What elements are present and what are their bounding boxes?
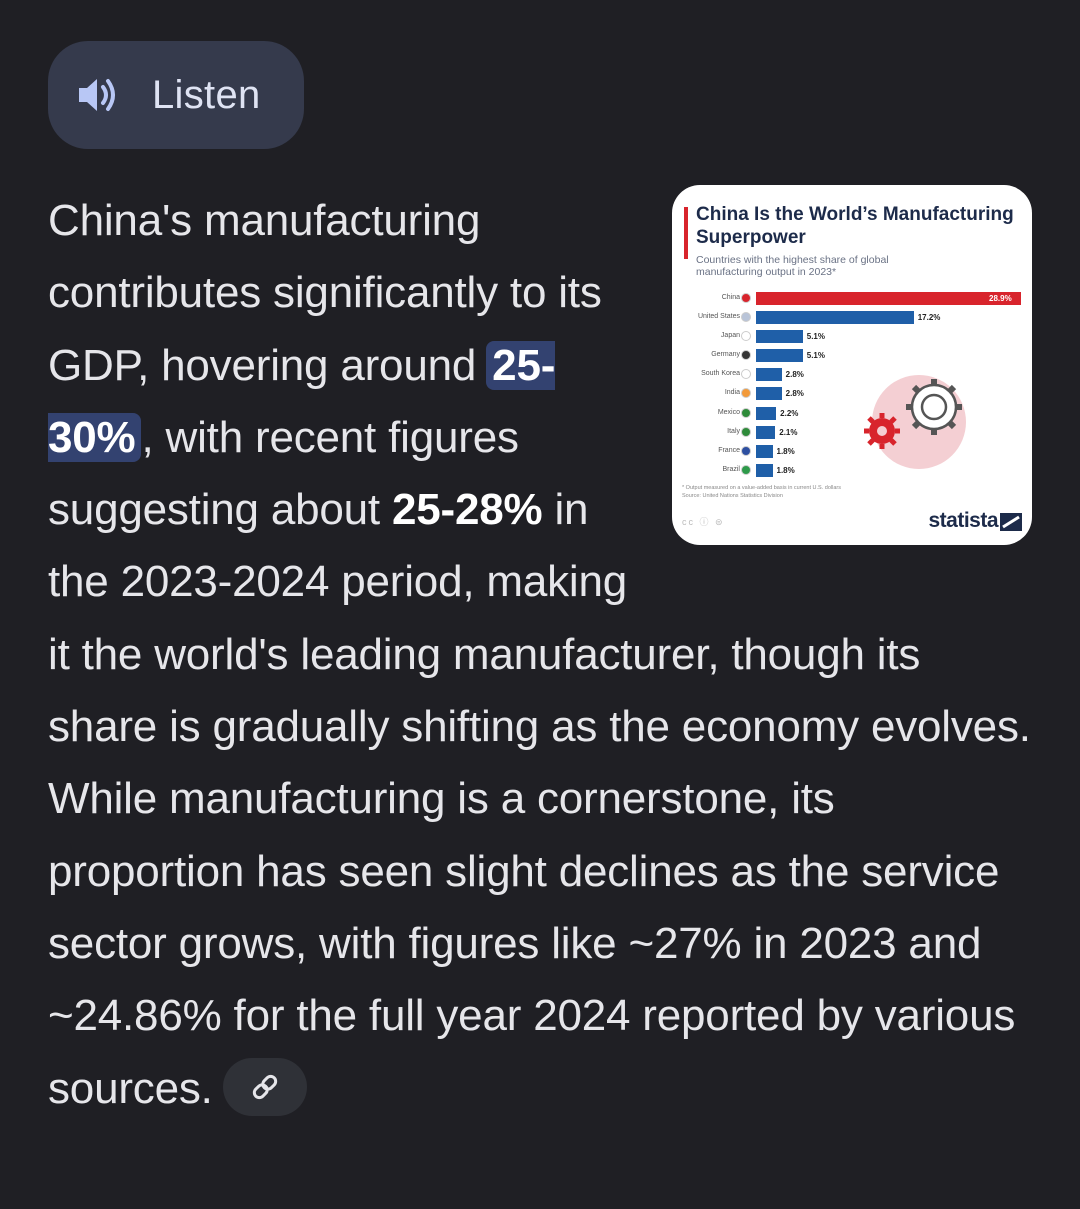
flag-icon [741,464,751,475]
bar [756,330,803,344]
source-text: Source: United Nations Statistics Divisi… [682,493,783,499]
statista-logo: statista [928,509,998,532]
chart-row: Italy 2.1% [672,425,1032,444]
data-label: 5.1% [806,332,825,342]
category-label: Italy [727,427,740,435]
data-label: 1.8% [776,465,795,475]
data-label: 28.9% [989,294,1012,303]
flag-icon [741,445,751,456]
chart-row: Germany 5.1% [672,348,1032,367]
data-label: 2.8% [785,389,804,399]
flag-icon [741,331,751,342]
flag-icon [741,369,751,380]
bar-chart: China 28.9% United States 17.2% Japan 5.1% Ger… [672,291,1032,482]
flag-icon [741,350,751,361]
category-label: United States [697,313,740,321]
thumbnail-title: China Is the World’s Manufacturing Super… [696,204,1014,248]
data-label: 2.8% [785,370,804,380]
category-label: Mexico [717,408,740,416]
flag-icon [741,293,751,303]
listen-label: Listen [152,72,261,117]
answer-text-part2: , with recent figures suggesting about [48,412,519,535]
chart-row: United States 17.2% [672,310,1032,329]
answer-text: China's manufacturing contributes signif… [48,185,1038,1125]
bar [756,406,777,420]
data-label: 17.2% [917,313,941,323]
footnote-text: * Output measured on a value-added basis… [682,485,841,491]
category-label: France [718,446,740,454]
flag-icon [741,388,751,399]
chart-row: Japan 5.1% [672,329,1032,348]
bar [756,368,782,382]
statista-mark-icon [1000,513,1022,531]
chart-row: South Korea 2.8% [672,367,1032,386]
gears-icon [864,379,962,449]
category-label: Germany [711,351,740,359]
link-icon [252,1074,277,1100]
chart-row: France 1.8% [672,444,1032,463]
category-label: South Korea [701,370,740,378]
title-accent-bar [684,207,688,259]
category-label: Japan [720,332,740,340]
flag-icon [741,426,751,437]
data-label: 2.1% [779,427,798,437]
category-label: India [724,389,740,397]
data-label: 5.1% [806,351,825,361]
bar [756,349,803,363]
chart-row: Brazil 1.8% [672,463,1032,482]
chart-footnote: * Output measured on a value-added basis… [682,484,962,500]
bar [756,292,1021,305]
bar [756,425,776,439]
answer-text-part1: China's manufacturing contributes signif… [48,196,602,390]
source-link-button[interactable] [222,1057,307,1116]
category-label: China [721,294,740,301]
listen-button[interactable]: Listen [48,41,304,149]
data-label: 1.8% [776,446,795,456]
thumbnail-subtitle: Countries with the highest share of glob… [696,254,889,278]
bar [756,463,773,477]
bold-range: 25-28% [391,485,543,535]
answer-text-part3: in the 2023-2024 period, making it the w… [48,485,1031,1113]
flag-icon [741,312,751,323]
chart-row: Mexico 2.2% [672,406,1032,425]
data-label: 2.2% [780,408,799,418]
bar [756,311,914,325]
chart-row: India 2.8% [672,386,1032,405]
chart-row: China 28.9% [672,291,1032,310]
speaker-icon [76,73,120,117]
category-label: Brazil [722,465,740,473]
flag-icon [741,407,751,418]
chart-thumbnail[interactable]: China Is the World’s Manufacturing Super… [672,185,1032,545]
bar [756,387,782,401]
license-icons: cc ⓘ ⊜ [682,517,725,527]
bar [756,444,773,458]
